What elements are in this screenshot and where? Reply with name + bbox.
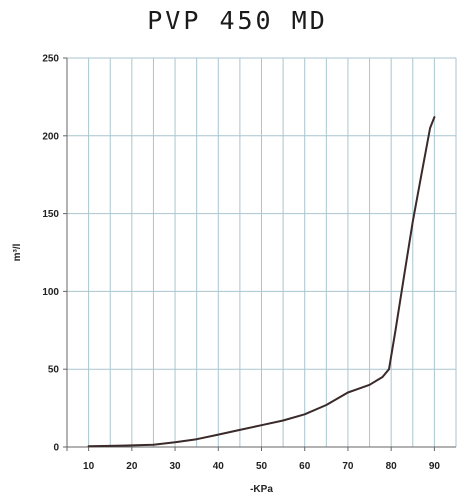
- series-layer: [87, 116, 436, 448]
- y-tick-label: 150: [42, 209, 59, 220]
- axis-layer: [63, 58, 456, 451]
- series-line-0: [87, 116, 436, 448]
- y-tick-label: 250: [42, 54, 59, 65]
- x-tick-label: 90: [429, 461, 441, 472]
- x-axis-label: -KPa: [250, 484, 273, 495]
- chart-title: PVP 450 MD: [147, 6, 328, 35]
- y-tick-label: 50: [48, 365, 60, 376]
- y-tick-label: 0: [53, 443, 59, 454]
- x-tick-label: 20: [126, 461, 138, 472]
- x-tick-label: 70: [342, 461, 354, 472]
- x-tick-label: 30: [169, 461, 181, 472]
- grid-layer: [66, 57, 457, 448]
- x-tick-label: 40: [213, 461, 225, 472]
- y-tick-label: 100: [42, 287, 59, 298]
- x-tick-label: 80: [386, 461, 398, 472]
- x-tick-label: 10: [83, 461, 95, 472]
- y-axis-label: m³/l: [12, 243, 23, 261]
- x-tick-label: 60: [299, 461, 311, 472]
- tick-layer: 10 20 30 40 50 60 70 80 90 0 50 100 150 200 250: [42, 54, 440, 473]
- y-tick-label: 200: [42, 131, 59, 142]
- x-tick-label: 50: [256, 461, 268, 472]
